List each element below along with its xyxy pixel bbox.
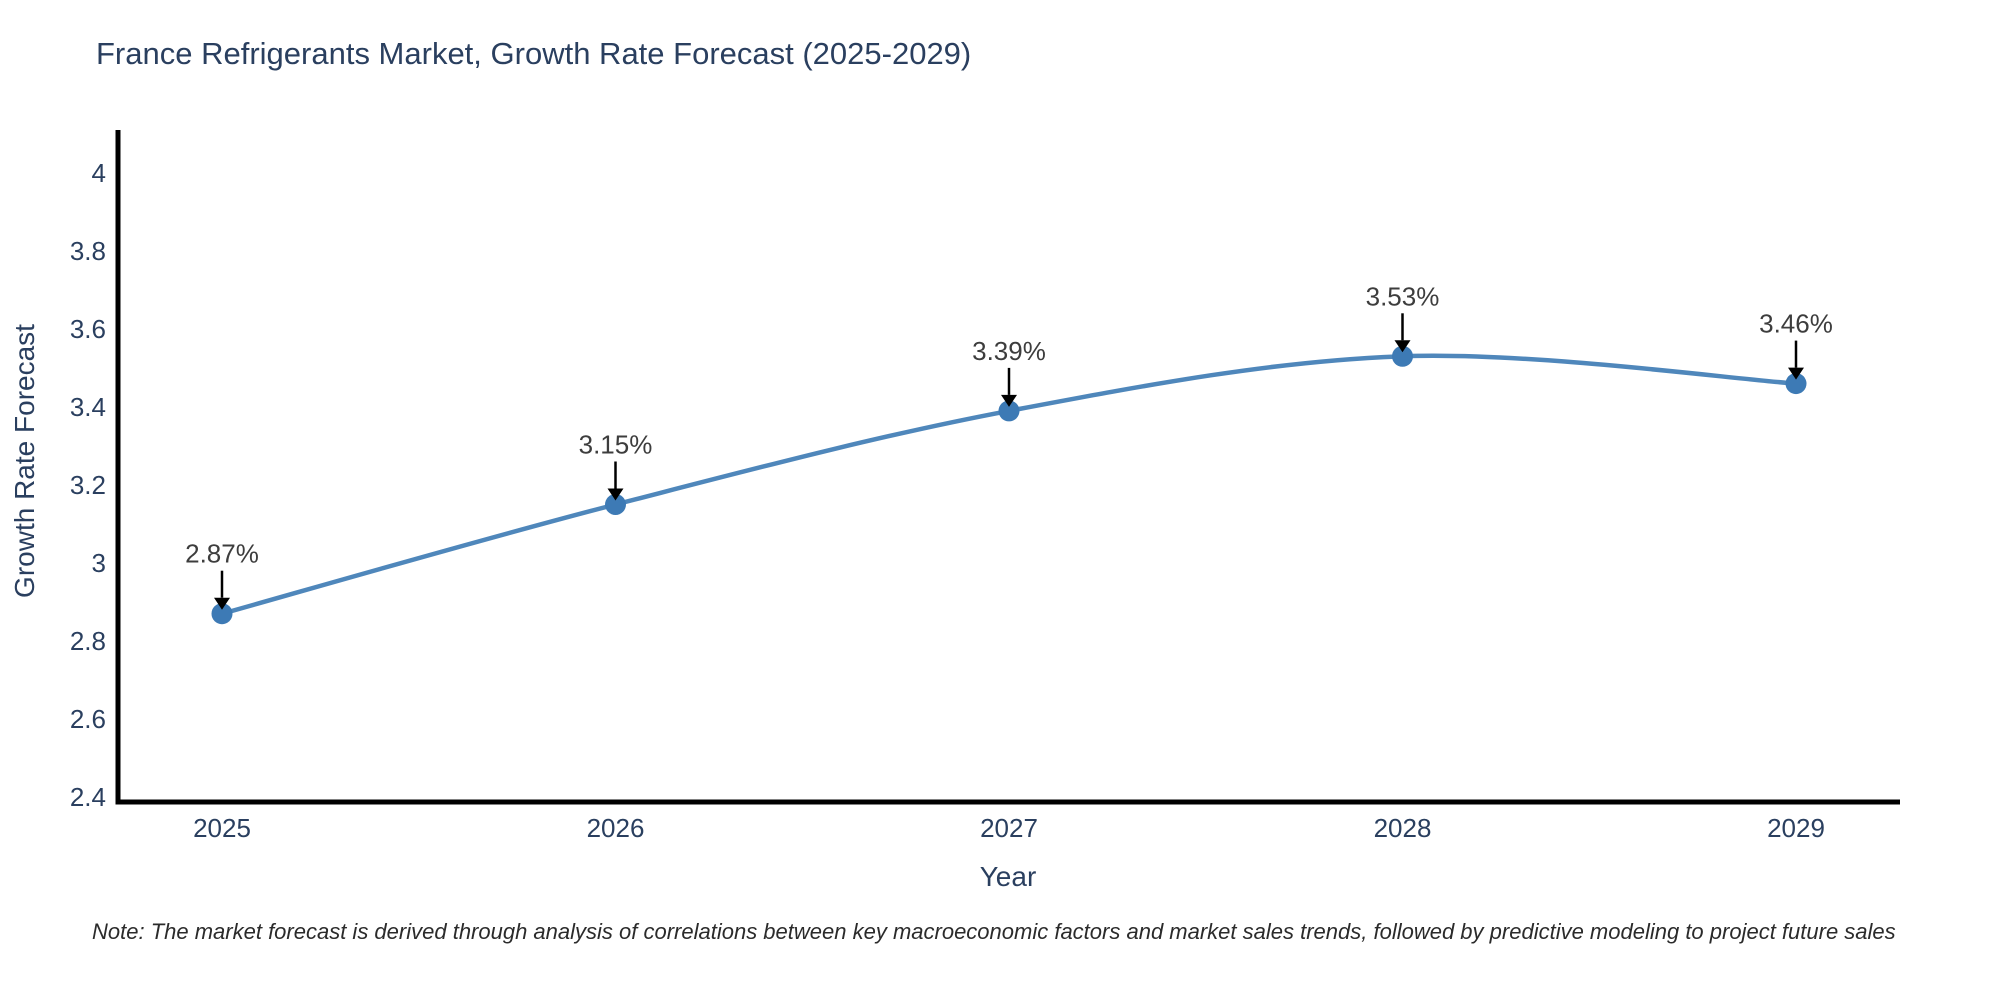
y-tick-label: 3.2 <box>70 470 106 500</box>
data-point-marker <box>605 494 626 515</box>
y-tick-label: 2.8 <box>70 626 106 656</box>
growth-rate-series <box>211 345 1807 625</box>
footnote-text: Note: The market forecast is derived thr… <box>92 919 1896 944</box>
x-tick-label: 2029 <box>1767 813 1825 843</box>
point-annotations: 2.87% 3.15% 3.39% 3.53% 3.46% <box>185 281 1833 610</box>
point-annotation-label: 2.87% <box>185 539 259 569</box>
data-point-marker <box>1392 345 1413 367</box>
annotation-arrow-head <box>1788 367 1804 380</box>
data-point-marker <box>211 603 233 625</box>
point-annotation-label: 3.46% <box>1759 309 1833 339</box>
x-axis-title: Year <box>979 861 1037 892</box>
annotation-arrow-head <box>1001 394 1017 407</box>
x-axis-tick-labels: 2025 2026 2027 2028 2029 <box>193 813 1825 843</box>
y-axis-tick-labels: 4 3.8 3.6 3.4 3.2 3 2.8 2.6 2.4 <box>70 158 106 812</box>
chart-title: France Refrigerants Market, Growth Rate … <box>96 36 972 71</box>
y-tick-label: 3.6 <box>70 314 106 344</box>
data-point-marker <box>1785 373 1807 395</box>
x-tick-label: 2028 <box>1374 813 1432 843</box>
x-tick-label: 2025 <box>193 813 251 843</box>
point-annotation-label: 3.53% <box>1366 281 1440 311</box>
annotation-arrow-head <box>607 488 624 501</box>
y-tick-label: 3 <box>92 548 106 578</box>
y-tick-label: 3.8 <box>70 236 106 266</box>
y-tick-label: 2.4 <box>70 782 106 812</box>
y-tick-label: 4 <box>92 158 106 188</box>
y-tick-label: 3.4 <box>70 392 106 422</box>
x-tick-label: 2027 <box>980 813 1038 843</box>
point-annotation-label: 3.39% <box>972 336 1046 366</box>
annotation-arrow-head <box>1394 340 1411 353</box>
y-axis-title: Growth Rate Forecast <box>9 324 40 598</box>
point-annotation-label: 3.15% <box>579 430 653 460</box>
y-tick-label: 2.6 <box>70 704 106 734</box>
annotation-arrow-head <box>214 597 230 610</box>
data-point-marker <box>998 400 1020 422</box>
x-tick-label: 2026 <box>587 813 645 843</box>
